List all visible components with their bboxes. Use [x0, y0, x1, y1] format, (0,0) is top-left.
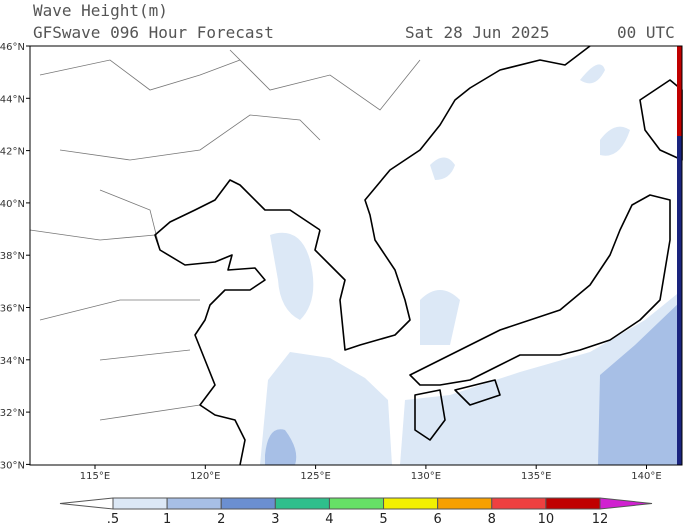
edge-strip	[677, 46, 682, 465]
colorbar-label: 6	[434, 512, 442, 525]
sea-shading	[600, 126, 630, 156]
colorbar-segment	[166, 497, 222, 510]
lon-label: 140°E	[631, 471, 661, 482]
sea-shading	[598, 300, 682, 465]
colorbar-label: 12	[592, 512, 609, 525]
coastline	[314, 45, 591, 351]
lat-label: 38°N	[0, 251, 25, 262]
date: Sat 28 Jun 2025	[405, 23, 550, 42]
lat-label: 34°N	[0, 356, 25, 367]
colorbar-end	[59, 497, 114, 510]
colorbar-segment	[328, 497, 385, 510]
colorbar-segment	[383, 497, 439, 510]
sea-shading	[420, 290, 460, 345]
colorbar-label: 8	[488, 512, 496, 525]
lon-label: 115°E	[80, 471, 110, 482]
lon-label: 125°E	[300, 471, 330, 482]
lat-label: 44°N	[0, 94, 25, 105]
colorbar-segment	[491, 497, 547, 510]
province-borders	[29, 49, 421, 421]
sea-shading	[430, 157, 455, 180]
edge-strip	[677, 46, 682, 136]
colorbar-segment	[274, 497, 330, 510]
coastline	[154, 179, 321, 466]
lat-label: 32°N	[0, 408, 25, 419]
colorbar-label: 2	[217, 512, 225, 525]
sea-shading	[270, 232, 314, 320]
lon-label: 130°E	[411, 471, 441, 482]
time: 00 UTC	[617, 23, 675, 42]
colorbar-label: 5	[379, 512, 387, 525]
colorbar-segment	[437, 497, 493, 510]
lon-label: 120°E	[190, 471, 220, 482]
coastline	[409, 194, 671, 386]
colorbar-segment	[112, 497, 168, 510]
colorbar-end	[599, 497, 653, 510]
colorbar-segment	[545, 497, 601, 510]
lat-label: 46°N	[0, 42, 25, 53]
map-area	[29, 45, 683, 466]
sea-shading	[265, 429, 297, 465]
colorbar-label: 4	[325, 512, 333, 525]
lat-label: 40°N	[0, 199, 25, 210]
title: Wave Height(m)	[33, 1, 168, 20]
colorbar-label: .5	[107, 512, 119, 525]
colorbar-label: 1	[163, 512, 171, 525]
lat-label: 36°N	[0, 304, 25, 315]
subtitle: GFSwave 096 Hour Forecast	[33, 23, 274, 42]
lat-label: 30°N	[0, 460, 25, 471]
colorbar-label: 10	[538, 512, 555, 525]
sea-shading	[260, 352, 392, 465]
lon-label: 135°E	[521, 471, 551, 482]
colorbar-label: 3	[271, 512, 279, 525]
lat-label: 42°N	[0, 147, 25, 158]
colorbar-segment	[220, 497, 276, 510]
sea-shading	[580, 64, 605, 84]
